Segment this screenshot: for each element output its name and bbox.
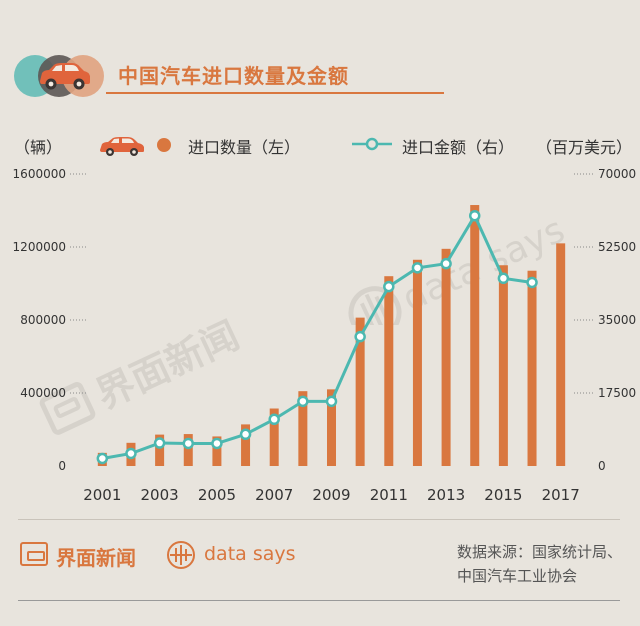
bar-2012 [412,259,422,466]
bar-2016 [527,270,537,466]
y-right-tick-label: 35000 [598,313,636,327]
bar-2007 [269,408,279,466]
amount-point-2009 [325,395,338,408]
bar-2004 [183,434,193,466]
source-line-1: 数据来源：国家统计局、 [456,543,622,561]
bar-2014 [470,205,480,466]
legend-amount-label: 进口金额（右） [402,138,515,157]
y-right-tick-label: 0 [598,459,606,473]
title-logo [14,55,106,97]
x-tick-label: 2011 [370,486,408,504]
amount-point-2007 [268,413,280,426]
x-tick-label: 2007 [255,486,293,504]
amount-point-2016 [526,276,538,289]
bar-2009 [327,389,336,466]
footer-bottom-rule [18,600,620,601]
x-tick-label: 2009 [312,486,350,504]
y-right-tick-label: 70000 [598,167,636,181]
legend: （辆） 进口数量（左） 进口金额（右） （百万美元） [0,128,640,162]
amount-line [102,214,533,460]
brand-datasays-name: data says [204,543,296,565]
amount-point-2008 [297,395,309,408]
bar-2006 [241,424,251,466]
datasays-logo-icon [167,541,195,569]
amount-point-2004 [182,437,195,450]
jiemian-logo-icon [20,542,48,566]
source-line-2: 中国汽车工业协会 [456,567,577,585]
y-left-tick-label: 800000 [20,313,66,327]
bar-2008 [298,391,308,466]
bar-2015 [498,265,508,466]
amount-point-2012 [411,262,424,274]
legend-quantity-label: 进口数量（左） [188,138,301,157]
footer-divider [18,519,620,520]
amount-point-2014 [468,209,481,222]
amount-point-2003 [153,437,166,449]
legend-bar-marker [157,138,171,152]
y-left-tick-label: 1200000 [13,240,66,254]
data-source: 数据来源：国家统计局、 中国汽车工业协会 [457,540,622,588]
x-tick-label: 2003 [141,486,179,504]
chart-title: 中国汽车进口数量及金额 [118,64,349,88]
x-tick-label: 2013 [427,486,465,504]
bar-2013 [441,248,451,466]
amount-point-2011 [383,280,395,293]
y-right-tick-label: 17500 [598,386,636,400]
amount-point-2015 [497,272,510,285]
y-right-tick-label: 52500 [598,240,636,254]
car-icon-small [100,137,144,156]
x-tick-label: 2001 [83,486,121,504]
amount-point-2013 [440,257,452,270]
y-left-tick-label: 1600000 [13,167,66,181]
chart-area: 0 400000 800000 1200000 1600000 0 17500 35000 52… [13,167,637,504]
legend-line-marker [352,137,392,151]
right-axis-unit: （百万美元） [535,138,632,157]
footer: 界面新闻 data says 数据来源：国家统计局、 中国汽车工业协会 [0,530,640,600]
bar-2005 [212,436,222,466]
y-left-tick-label: 400000 [20,386,66,400]
amount-point-2006 [239,428,252,441]
amount-point-2001 [96,452,109,465]
amount-point-2010 [354,330,366,343]
brand-jiemian-name: 界面新闻 [56,546,136,570]
x-tick-label: 2017 [542,486,580,504]
amount-point-2005 [211,437,223,450]
bar-2017 [556,243,566,466]
left-axis-unit: （辆） [14,138,63,157]
title-underline [106,92,444,94]
bar-2003 [155,434,165,466]
car-icon [40,63,90,90]
y-left-tick-label: 0 [58,459,66,473]
bar-2010 [355,317,365,466]
header: 中国汽车进口数量及金额 [0,0,640,110]
amount-point-2002 [125,447,137,460]
x-tick-label: 2005 [198,486,236,504]
x-tick-label: 2015 [484,486,522,504]
bar-2011 [384,276,394,466]
